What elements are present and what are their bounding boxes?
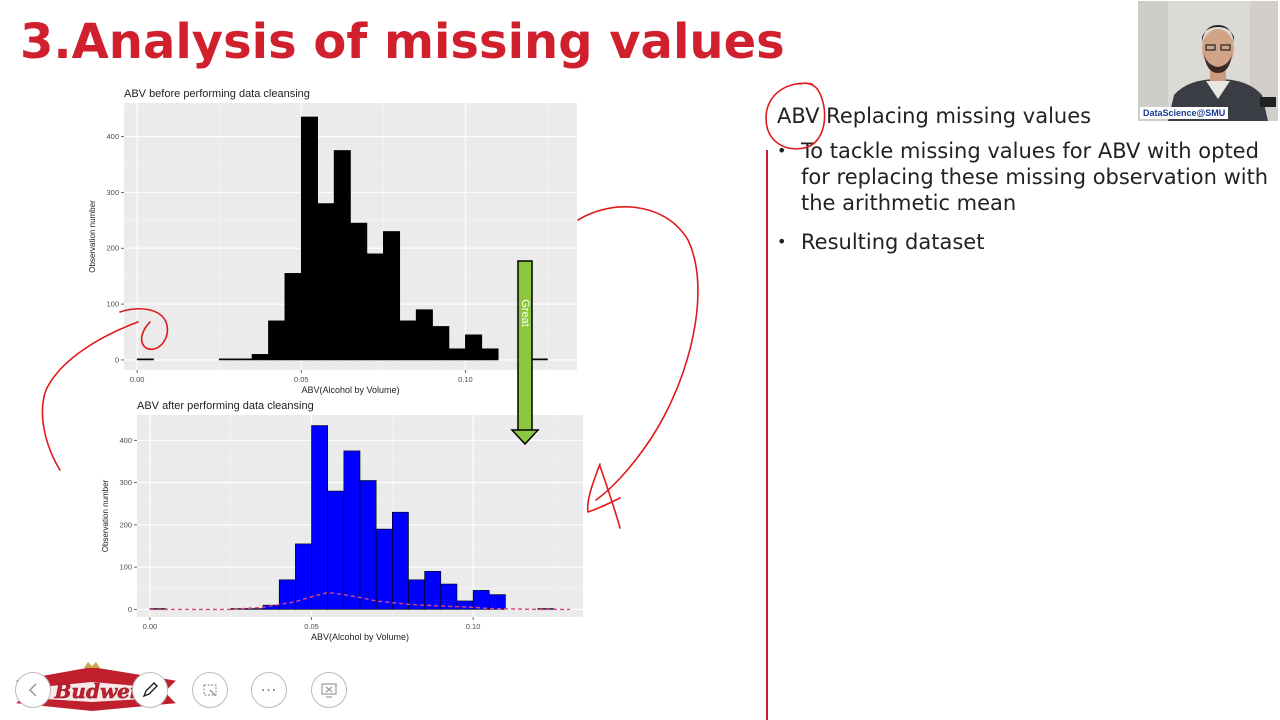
histogram-bar bbox=[343, 450, 361, 610]
histogram-bar bbox=[383, 231, 401, 361]
slide-title: 3.Analysis of missing values bbox=[20, 14, 785, 70]
screen-options-button[interactable] bbox=[311, 672, 347, 708]
y-axis-label: Observation number bbox=[101, 479, 110, 552]
histogram-bar bbox=[472, 590, 490, 610]
pen-icon bbox=[142, 682, 158, 698]
logo-crown-icon bbox=[84, 662, 100, 668]
histogram-bar bbox=[488, 594, 506, 610]
vertical-divider bbox=[766, 150, 768, 720]
histogram-bar bbox=[465, 334, 483, 361]
histogram-bar bbox=[440, 583, 458, 610]
y-tick-label: 300 bbox=[119, 478, 132, 487]
bullet-item-1: To tackle missing values for ABV with op… bbox=[777, 138, 1277, 216]
green-down-arrow-icon: Great bbox=[510, 260, 540, 446]
chart-before-cleansing: 0.00 0.05 0.10 0 100 200 300 400 ABV(Alcohol by … bbox=[88, 103, 577, 395]
x-axis-label: ABV(Alcohol by Volume) bbox=[311, 632, 409, 642]
bullet-item-2: Resulting dataset bbox=[777, 229, 1277, 255]
x-tick-label: 0.05 bbox=[294, 375, 309, 384]
logo-text: Budwei bbox=[54, 679, 138, 703]
arrow-label: Great bbox=[519, 299, 531, 327]
histogram-bar bbox=[424, 571, 442, 610]
histogram-bar bbox=[333, 150, 351, 361]
histogram-bar bbox=[284, 273, 302, 361]
histogram-bar bbox=[359, 480, 377, 610]
histogram-bar bbox=[456, 600, 474, 610]
y-tick-label: 300 bbox=[106, 188, 119, 197]
chart-2-title: ABV after performing data cleansing bbox=[137, 400, 314, 412]
y-tick-label: 200 bbox=[106, 244, 119, 253]
density-curve bbox=[149, 591, 571, 611]
histogram-bar bbox=[327, 490, 345, 610]
webcam-label: DataScience@SMU bbox=[1140, 107, 1229, 119]
more-options-button[interactable]: ⋯ bbox=[251, 672, 287, 708]
y-tick-label: 400 bbox=[106, 132, 119, 141]
histogram-bar bbox=[366, 253, 384, 361]
histogram-bar bbox=[268, 320, 286, 361]
y-tick-label: 100 bbox=[119, 563, 132, 572]
histogram-bar bbox=[311, 425, 328, 610]
y-tick-label: 0 bbox=[128, 605, 132, 614]
y-axis-label: Observation number bbox=[88, 200, 97, 273]
screen-icon bbox=[321, 683, 337, 698]
y-tick-label: 100 bbox=[106, 300, 119, 309]
histogram-bar bbox=[432, 326, 450, 361]
presenter-image bbox=[1138, 1, 1278, 121]
x-tick-label: 0.00 bbox=[143, 622, 158, 631]
laser-pointer-button[interactable] bbox=[192, 672, 228, 708]
prev-slide-button[interactable] bbox=[15, 672, 51, 708]
y-tick-label: 0 bbox=[115, 355, 119, 364]
x-tick-label: 0.10 bbox=[458, 375, 473, 384]
right-panel: ABV Replacing missing values To tackle m… bbox=[777, 104, 1277, 268]
webcam-feed: DataScience@SMU bbox=[1138, 1, 1278, 121]
histogram-bar bbox=[136, 358, 154, 361]
histogram-bar bbox=[392, 511, 409, 610]
histogram-bar bbox=[218, 358, 236, 361]
laser-icon bbox=[203, 684, 217, 697]
histogram-bar bbox=[235, 358, 253, 361]
right-heading-abbr: ABV bbox=[777, 104, 820, 128]
histogram-bar bbox=[317, 203, 335, 361]
x-axis-label: ABV(Alcohol by Volume) bbox=[301, 385, 399, 395]
y-tick-label: 200 bbox=[119, 520, 132, 529]
histogram-bar bbox=[278, 579, 296, 610]
y-tick-label: 400 bbox=[119, 436, 132, 445]
x-tick-label: 0.00 bbox=[130, 375, 145, 384]
histogram-bar bbox=[375, 528, 393, 610]
right-heading-text: Replacing missing values bbox=[819, 104, 1092, 128]
chart-1-title: ABV before performing data cleansing bbox=[124, 88, 310, 100]
chart-after-cleansing: 0.00 0.05 0.10 0 100 200 300 400 ABV(Alcohol by … bbox=[101, 415, 583, 642]
histogram-bar bbox=[350, 222, 368, 361]
x-tick-label: 0.10 bbox=[466, 622, 481, 631]
histogram-bar bbox=[481, 348, 499, 361]
histogram-bar bbox=[415, 309, 433, 361]
histogram-bar bbox=[251, 354, 269, 361]
histogram-bar bbox=[448, 348, 466, 361]
histogram-bar bbox=[399, 320, 417, 361]
histogram-bar bbox=[300, 116, 318, 361]
more-icon: ⋯ bbox=[260, 682, 278, 699]
bullet-list: To tackle missing values for ABV with op… bbox=[777, 138, 1277, 255]
pen-tool-button[interactable] bbox=[132, 672, 168, 708]
x-tick-label: 0.05 bbox=[304, 622, 319, 631]
prev-icon bbox=[28, 683, 37, 697]
